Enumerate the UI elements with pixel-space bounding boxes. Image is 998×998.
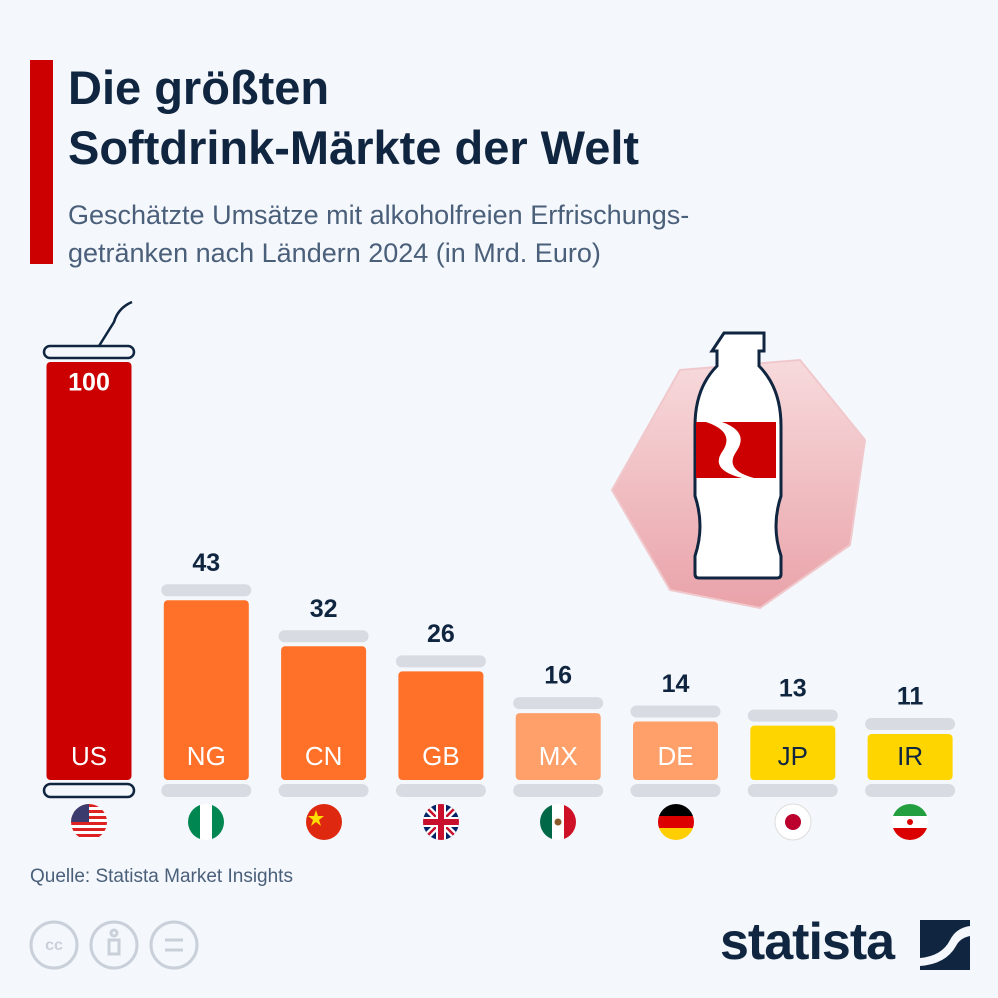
bar (163, 600, 249, 780)
title-line: Softdrink-Märkte der Welt (68, 121, 640, 174)
title-line: Die größten (68, 61, 330, 114)
value-label: 26 (427, 620, 455, 648)
bar-lid (630, 705, 721, 718)
bar (750, 725, 836, 780)
flag-border (774, 803, 812, 841)
value-label: 16 (544, 662, 572, 690)
bar (633, 721, 718, 780)
flag-ir (892, 804, 928, 840)
bar-base (747, 784, 838, 797)
license-icons (29, 920, 199, 970)
category-label: JP (778, 741, 808, 771)
brand-name: statista (720, 913, 895, 971)
straw (97, 300, 133, 347)
flag-us (71, 804, 107, 840)
category-label: DE (657, 741, 693, 771)
category-label: NG (187, 741, 226, 771)
brand-logo (920, 920, 970, 970)
value-label: 13 (779, 674, 807, 702)
subtitle-line: getränken nach Ländern 2024 (in Mrd. Eur… (68, 238, 601, 268)
bar-lid (395, 655, 486, 668)
chart-title: Die größten Softdrink-Märkte der Welt (68, 58, 639, 178)
bar (281, 646, 367, 780)
value-label: 32 (310, 595, 338, 623)
flag-jp (775, 804, 811, 840)
bar-lid (513, 697, 604, 710)
bar-base (395, 784, 486, 797)
cc-icon: cc (45, 937, 63, 954)
flag-ng (188, 804, 224, 840)
category-label: IR (897, 741, 923, 771)
title-accent (30, 60, 53, 264)
bar-lid (42, 344, 136, 360)
bar-base (630, 784, 721, 797)
bar-lid (161, 584, 252, 597)
category-label: MX (539, 741, 578, 771)
flag-mx (540, 804, 576, 840)
bar (515, 713, 601, 780)
bar-base (161, 784, 252, 797)
flag-gb (423, 804, 459, 840)
bar (46, 362, 132, 780)
source: Quelle: Statista Market Insights (30, 866, 293, 887)
bar (398, 671, 484, 780)
bar (867, 734, 953, 780)
value-label: 43 (192, 549, 220, 577)
flag-cn (306, 804, 342, 840)
chart-subtitle: Geschätzte Umsätze mit alkoholfreien Erf… (68, 196, 689, 272)
subtitle-line: Geschätzte Umsätze mit alkoholfreien Erf… (68, 200, 690, 230)
category-label: GB (422, 741, 460, 771)
bar-base (513, 784, 604, 797)
bottle-illustration (610, 331, 867, 610)
bar-lid (747, 709, 838, 722)
flag-de (658, 804, 694, 840)
value-label: 11 (897, 683, 924, 711)
bar-base (42, 782, 136, 799)
bar-lid (865, 718, 956, 731)
value-label: 14 (662, 670, 690, 698)
category-label: CN (305, 741, 343, 771)
bar-base (865, 784, 956, 797)
bar-lid (278, 630, 369, 643)
category-label: US (71, 741, 107, 771)
bar-base (278, 784, 369, 797)
value-label: 100 (68, 369, 110, 397)
